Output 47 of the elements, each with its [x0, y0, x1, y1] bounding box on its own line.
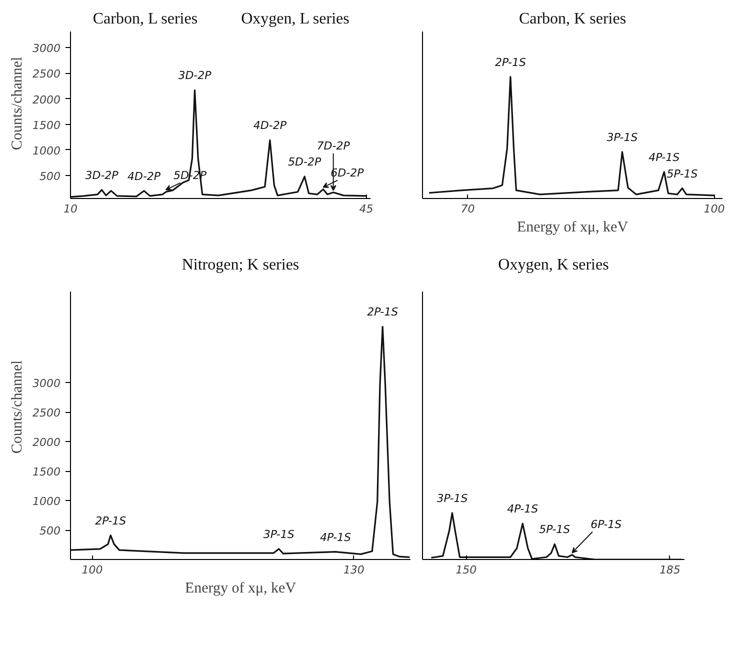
text: Carbon, L series [92, 10, 198, 28]
x-tick-label: 45 [359, 202, 374, 216]
text: Carbon, K series [518, 10, 626, 28]
y-tick-label: 2000 [32, 93, 61, 106]
x-tick-label: 100 [704, 202, 725, 216]
y-tick-label: 1000 [32, 495, 61, 508]
y-tick-label: 2500 [32, 68, 61, 81]
annotation: 5D-2P [288, 156, 322, 169]
text: Nitrogen; K series [182, 256, 300, 274]
annotation: 4D-2P [253, 119, 287, 132]
y-axis-title: Counts/channel [10, 56, 26, 150]
text: Oxygen, K series [498, 256, 609, 274]
annotation: 5P-1S [539, 523, 570, 536]
annotation: 3P-1S [436, 492, 468, 505]
text: Oxygen, L series [241, 10, 350, 28]
y-tick-label: 2000 [32, 436, 61, 450]
y-tick-label: 2500 [32, 406, 61, 420]
annotation: 6P-1S [590, 518, 622, 531]
y-tick-label: 1500 [32, 118, 61, 132]
x-axis-title: Energy of xμ, keV [184, 580, 296, 596]
annotation: 5P-1S [666, 167, 698, 180]
annotation: 3D-2P [178, 69, 212, 82]
x-tick-label: 70 [460, 202, 475, 216]
annotation: 3D-2P [85, 168, 119, 182]
y-tick-label: 1500 [32, 466, 61, 479]
annotation: 3P-1S [263, 528, 294, 541]
annotation: 2P-1S [95, 514, 126, 528]
x-tick-label: 100 [82, 564, 103, 576]
y-tick-label: 500 [40, 524, 61, 538]
annotation: 2P-1S [367, 306, 398, 319]
y-tick-label: 1000 [32, 144, 61, 158]
x-axis-title: Energy of xμ, keV [516, 220, 628, 236]
annotation: 2P-1S [494, 56, 526, 69]
x-tick-label: 150 [456, 564, 477, 576]
annotation: 4D-2P [127, 170, 161, 183]
y-tick-label: 500 [40, 170, 61, 183]
x-tick-label: 130 [343, 564, 364, 576]
annotation: 4P-1S [507, 502, 538, 516]
annotation: 3P-1S [606, 130, 638, 144]
x-tick-label: 185 [659, 564, 680, 576]
annotation: 7D-2P [316, 139, 350, 152]
x-tick-label: 10 [64, 202, 78, 216]
y-tick-label: 3000 [32, 377, 61, 390]
y-axis-title: Counts/channel [10, 360, 26, 454]
annotation: 4P-1S [648, 150, 680, 164]
annotation: 4P-1S [320, 530, 352, 544]
y-tick-label: 3000 [32, 42, 61, 56]
